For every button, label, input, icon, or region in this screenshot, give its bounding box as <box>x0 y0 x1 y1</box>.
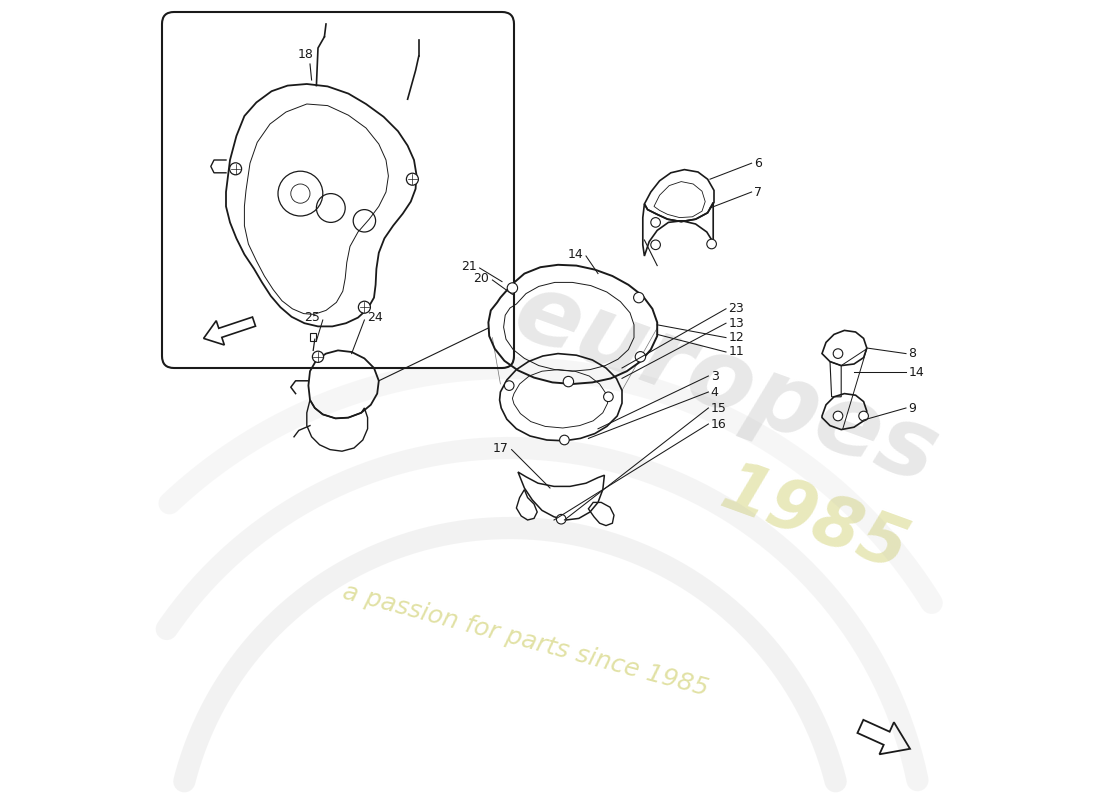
Circle shape <box>312 351 323 362</box>
Bar <box>310 333 317 341</box>
Text: 11: 11 <box>728 346 744 358</box>
Circle shape <box>359 301 371 313</box>
Text: 9: 9 <box>909 402 916 414</box>
Circle shape <box>651 218 660 227</box>
Circle shape <box>563 376 573 386</box>
Circle shape <box>635 351 646 362</box>
Text: 15: 15 <box>711 402 727 414</box>
Circle shape <box>651 240 660 250</box>
Text: 17: 17 <box>493 442 508 454</box>
Text: 3: 3 <box>711 370 718 382</box>
Text: 4: 4 <box>711 386 718 398</box>
Circle shape <box>833 411 843 421</box>
FancyBboxPatch shape <box>162 12 514 368</box>
Circle shape <box>230 162 242 174</box>
Circle shape <box>507 282 518 294</box>
Circle shape <box>859 411 868 421</box>
Text: 16: 16 <box>711 418 726 430</box>
Circle shape <box>557 514 566 524</box>
Text: 12: 12 <box>728 331 744 344</box>
Text: 13: 13 <box>728 317 744 330</box>
Circle shape <box>604 392 613 402</box>
Text: europes: europes <box>502 265 950 503</box>
Circle shape <box>707 239 716 249</box>
Text: 14: 14 <box>909 366 924 378</box>
Circle shape <box>406 173 418 185</box>
Text: 6: 6 <box>754 157 762 170</box>
Circle shape <box>833 349 843 358</box>
Text: 21: 21 <box>461 260 476 273</box>
Text: 25: 25 <box>304 311 320 324</box>
Text: 7: 7 <box>754 186 762 198</box>
Circle shape <box>505 381 514 390</box>
Text: 18: 18 <box>298 48 314 61</box>
Text: 24: 24 <box>366 311 383 324</box>
Text: 8: 8 <box>909 347 916 360</box>
Text: 14: 14 <box>568 248 584 261</box>
Text: a passion for parts since 1985: a passion for parts since 1985 <box>341 579 712 701</box>
Circle shape <box>560 435 569 445</box>
Circle shape <box>634 293 643 302</box>
Text: 20: 20 <box>473 272 490 285</box>
Text: 23: 23 <box>728 302 744 315</box>
Text: 1985: 1985 <box>712 455 916 585</box>
